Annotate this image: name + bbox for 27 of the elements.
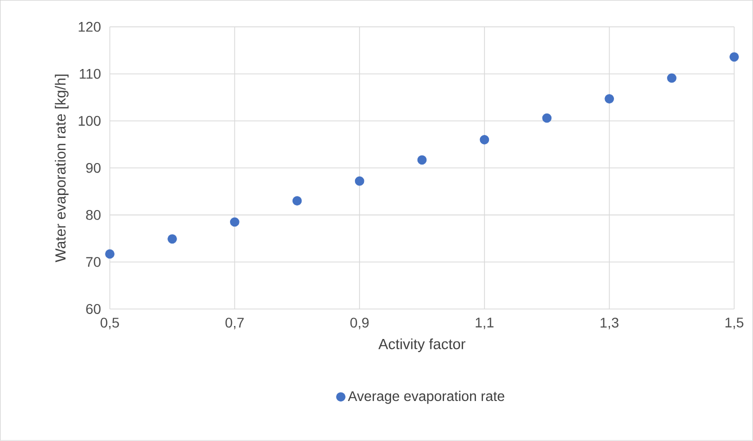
point (292, 196, 302, 206)
x-tick-label: 0,5 (100, 318, 119, 330)
point (730, 52, 739, 62)
point (417, 155, 427, 165)
y-tick-label: 100 (78, 116, 101, 126)
y-axis-title: Water evaporation rate [kg/h] (54, 74, 69, 262)
point (230, 217, 240, 227)
point (667, 74, 676, 83)
point (604, 94, 614, 104)
x-tick-label: 0,7 (225, 318, 244, 330)
point (354, 176, 364, 186)
y-tick-label: 70 (86, 257, 101, 268)
x-axis-title: Activity factor (378, 338, 466, 352)
x-tick-label: 1,5 (726, 318, 744, 330)
y-tick-label: 80 (86, 210, 101, 220)
y-tick-label: 60 (86, 304, 101, 314)
legend-label: Average evaporation rate (348, 390, 504, 404)
x-tick-label: 1,3 (600, 318, 618, 330)
point (542, 113, 552, 123)
point (480, 135, 490, 144)
y-tick-label: 110 (80, 69, 101, 79)
point (105, 249, 114, 259)
point (168, 234, 177, 244)
x-tick-label: 0,9 (350, 318, 369, 330)
x-tick-label: 1,1 (476, 318, 494, 330)
y-tick-label: 90 (86, 163, 101, 173)
y-tick-label: 120 (78, 22, 101, 32)
